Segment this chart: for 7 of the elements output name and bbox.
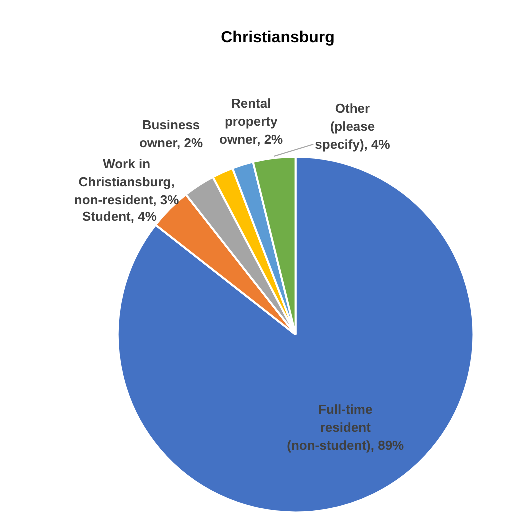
slice-label: Business owner, 2% [139, 117, 204, 150]
chart-title: Christiansburg [221, 29, 335, 46]
slice-label: Work in Christiansburg, non-resident, 3% [74, 156, 180, 208]
slice-label: Other (please specify), 4% [315, 101, 391, 152]
slice-label: Rental property owner, 2% [220, 96, 284, 147]
slice-label: Student, 4% [82, 209, 158, 224]
slice-label: Full-time resident (non-student), 89% [287, 402, 405, 453]
